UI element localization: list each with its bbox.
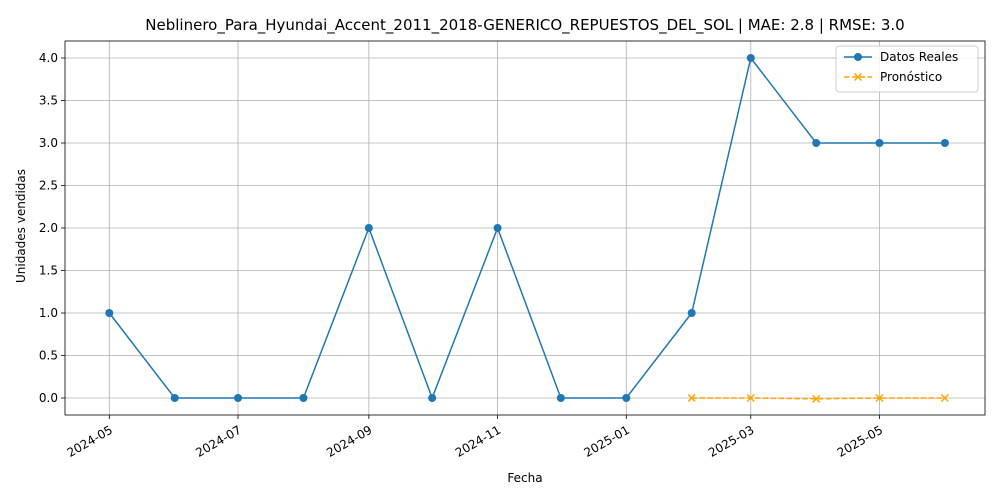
series-line-1: [691, 397, 945, 400]
forecast-point: [940, 393, 949, 403]
data-point: [364, 224, 373, 232]
forecast-point: [746, 393, 755, 403]
data-point: [428, 394, 437, 402]
data-point: [493, 224, 502, 232]
series-layer: [105, 54, 949, 403]
legend-marker: [854, 53, 862, 61]
data-point: [940, 139, 949, 147]
y-tick-label: 2.0: [39, 221, 58, 235]
forecast-point: [812, 394, 821, 403]
y-tick-label: 4.0: [39, 51, 58, 65]
y-tick-label: 0.0: [39, 391, 58, 405]
y-axis-label: Unidades vendidas: [14, 169, 28, 283]
y-tick-label: 0.5: [39, 349, 58, 363]
y-tick-label: 1.5: [39, 264, 58, 278]
data-point: [812, 139, 821, 147]
data-point: [556, 394, 565, 402]
data-point: [234, 394, 243, 402]
forecast-point: [687, 393, 696, 403]
data-point: [299, 394, 308, 402]
legend-marker: [853, 72, 863, 82]
data-point: [170, 394, 179, 402]
y-tick-label: 1.0: [39, 306, 58, 320]
plot-frame: [64, 40, 986, 416]
y-tick-label: 3.5: [39, 94, 58, 108]
data-point: [746, 54, 755, 62]
series-line-0: [108, 56, 945, 401]
y-tick-label: 3.0: [39, 136, 58, 150]
data-point: [687, 309, 696, 317]
legend-label: Datos Reales: [880, 50, 958, 64]
data-point: [622, 394, 631, 402]
data-point: [875, 139, 884, 147]
forecast-point: [875, 393, 884, 403]
y-tick-label: 2.5: [39, 179, 58, 193]
data-point: [105, 309, 114, 317]
chart-title: Neblinero_Para_Hyundai_Accent_2011_2018-…: [145, 16, 904, 35]
legend-label: Pronóstico: [880, 70, 942, 84]
legend: Datos Reales Pronóstico: [835, 45, 979, 93]
grid-layer: [65, 41, 985, 415]
x-axis-label: Fecha: [507, 471, 542, 485]
